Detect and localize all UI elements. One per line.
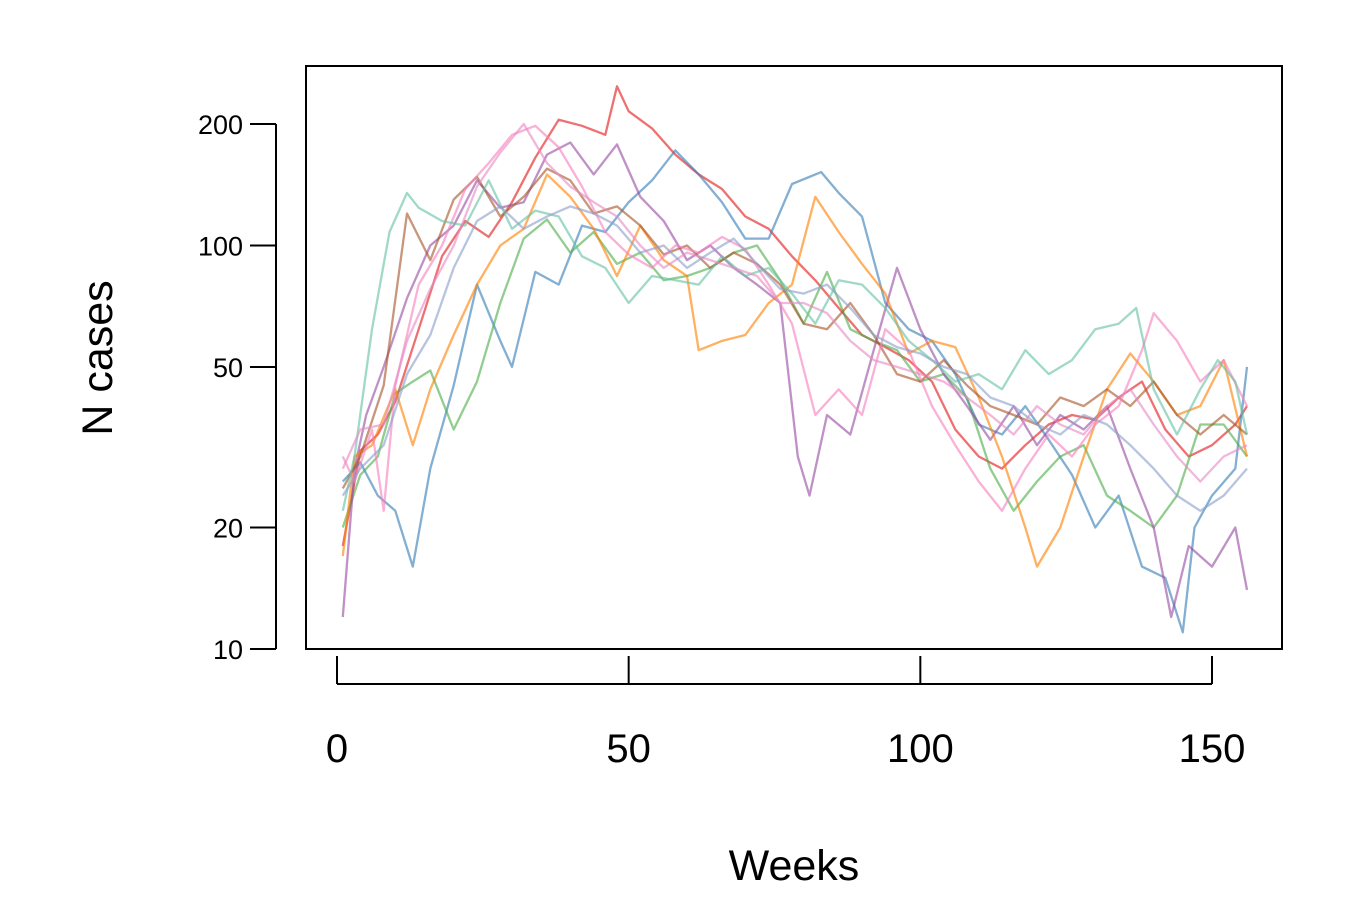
x-tick-label: 150	[1179, 727, 1246, 771]
series-layer	[341, 85, 1249, 634]
y-tick-label: 20	[213, 514, 243, 544]
x-axis: 0 50 100 150	[326, 656, 1246, 771]
y-axis: 10 20 50 100 200	[198, 110, 277, 665]
y-axis-title: N cases	[74, 280, 122, 435]
series-line-5	[341, 173, 1249, 568]
y-tick-label: 10	[213, 635, 243, 665]
x-tick-label: 50	[606, 727, 651, 771]
series-line-8	[341, 179, 1249, 512]
y-tick-label: 50	[213, 353, 243, 383]
y-tick-label: 100	[198, 231, 243, 261]
x-axis-title: Weeks	[729, 842, 860, 890]
x-tick-label: 0	[326, 727, 348, 771]
series-line-6	[341, 167, 1248, 489]
plot-frame	[305, 65, 1283, 650]
series-line-10	[341, 205, 1248, 512]
y-tick-label: 200	[198, 110, 243, 140]
x-tick-label: 100	[887, 727, 954, 771]
